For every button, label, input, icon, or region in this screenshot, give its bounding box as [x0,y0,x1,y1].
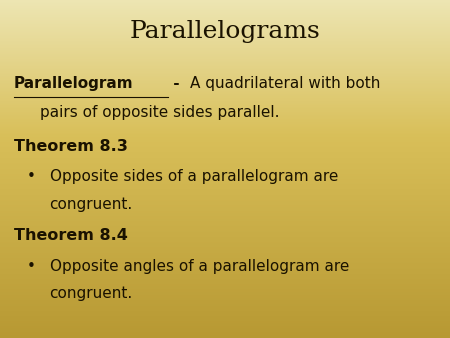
Text: Opposite angles of a parallelogram are: Opposite angles of a parallelogram are [50,259,349,273]
Text: pairs of opposite sides parallel.: pairs of opposite sides parallel. [40,105,280,120]
Text: Theorem 8.3: Theorem 8.3 [14,139,127,153]
Text: •: • [27,259,36,273]
Text: •: • [27,169,36,184]
Text: Parallelogram: Parallelogram [14,76,133,91]
Text: -: - [168,76,185,91]
Text: A quadrilateral with both: A quadrilateral with both [189,76,380,91]
Text: Opposite sides of a parallelogram are: Opposite sides of a parallelogram are [50,169,338,184]
Text: congruent.: congruent. [50,197,133,212]
Text: congruent.: congruent. [50,286,133,301]
Text: Parallelograms: Parallelograms [130,20,320,43]
Text: Theorem 8.4: Theorem 8.4 [14,228,127,243]
